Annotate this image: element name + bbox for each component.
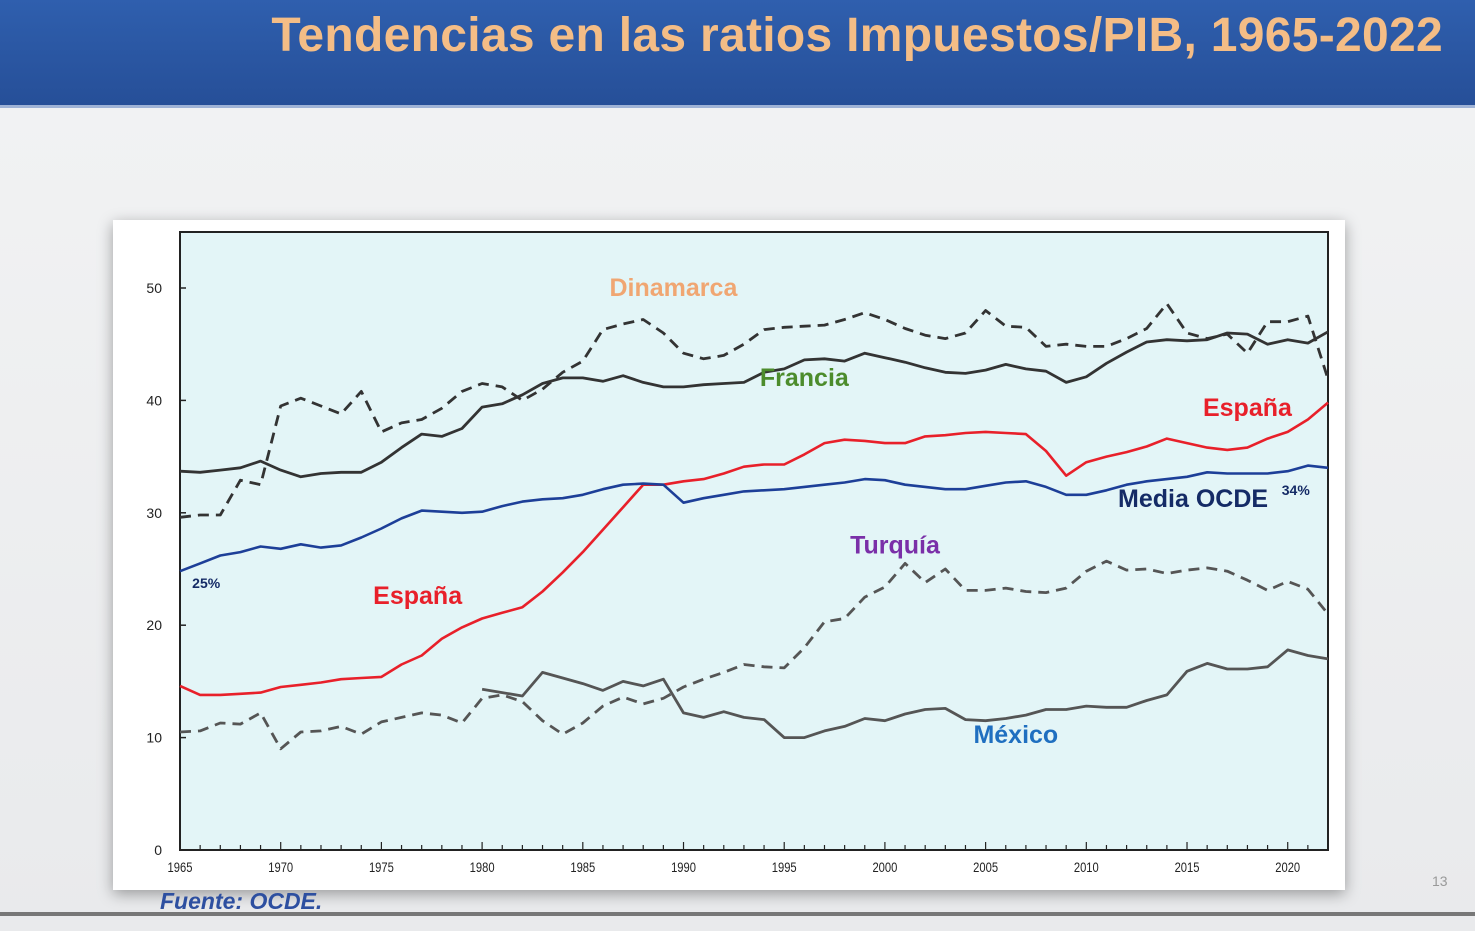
series-line-dinamarca — [179, 302, 1330, 519]
series-label: España — [373, 582, 463, 610]
series-line-turquía — [179, 559, 1330, 751]
y-tick-label: 50 — [146, 280, 162, 296]
x-tick-label: 1980 — [470, 860, 495, 875]
x-tick-label: 1985 — [570, 860, 595, 875]
x-tick-label: 2010 — [1074, 860, 1099, 875]
chart-card: 0 10 20 30 40 50 1965 1970 1975 1980 1985 1990 1995 2… — [113, 220, 1345, 890]
x-tick-label: 1965 — [168, 860, 193, 875]
series-line-españa — [179, 401, 1329, 697]
series-label: 34% — [1282, 482, 1311, 498]
x-tick-label: 2005 — [973, 860, 998, 875]
x-tick-label: 1970 — [268, 860, 293, 875]
y-tick-label: 40 — [146, 392, 162, 408]
y-tick-label: 10 — [146, 730, 162, 746]
series-line-media-ocde — [179, 464, 1329, 573]
footer-divider — [0, 912, 1475, 916]
slide-title: Tendencias en las ratios Impuestos/PIB, … — [271, 9, 1443, 62]
series-label: España — [1203, 394, 1293, 422]
tax-gdp-line-chart: 0 10 20 30 40 50 1965 1970 1975 1980 1985 1990 1995 2… — [146, 231, 1330, 875]
x-tick-label: 1975 — [369, 860, 394, 875]
series-label: Media OCDE — [1118, 485, 1268, 513]
x-tick-label: 1990 — [671, 860, 696, 875]
x-tick-label: 2000 — [872, 860, 897, 875]
source-note: Fuente: OCDE. — [160, 888, 323, 914]
x-tick-label: 2015 — [1175, 860, 1200, 875]
series-label: Francia — [760, 364, 850, 392]
y-tick-label: 0 — [154, 842, 162, 858]
page-number: 13 — [1432, 873, 1448, 889]
series-label: Turquía — [850, 531, 941, 559]
series-label: 25% — [192, 575, 221, 591]
x-tick-label: 2020 — [1275, 860, 1300, 875]
series-line-francia — [179, 330, 1329, 479]
y-tick-label: 30 — [146, 505, 162, 521]
series-label: México — [973, 721, 1058, 749]
series-line-méxico — [481, 648, 1329, 739]
title-banner: Tendencias en las ratios Impuestos/PIB, … — [0, 0, 1475, 108]
y-tick-label: 20 — [146, 617, 162, 633]
x-tick-label: 1995 — [772, 860, 797, 875]
series-label: Dinamarca — [610, 274, 739, 302]
